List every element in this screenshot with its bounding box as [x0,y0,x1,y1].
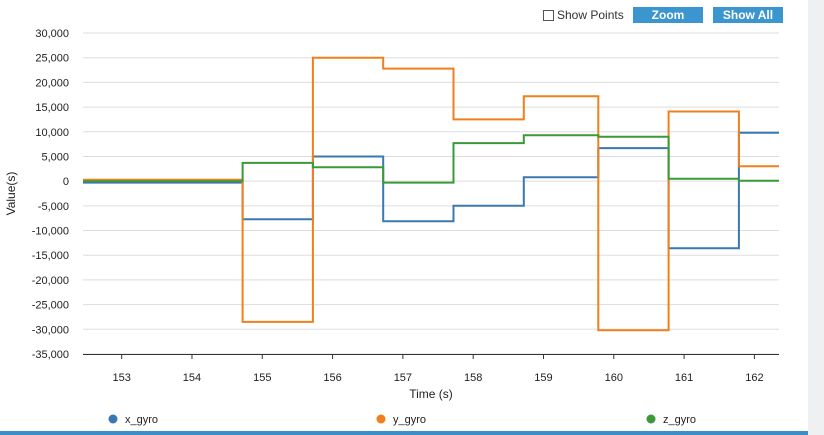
y-tick-label: -35,000 [32,349,69,361]
legend-marker [646,414,656,424]
y-tick-label: -15,000 [32,250,69,262]
x-tick-label: 153 [112,372,130,384]
show-points-label: Show Points [557,8,624,22]
y-tick-label: 15,000 [35,102,69,114]
grid-lines [83,32,779,355]
x-axis: 153 154 155 156 157 158 159 160 161 162 [112,354,764,384]
zoom-button[interactable]: Zoom [633,7,703,23]
y-tick-label: 20,000 [35,77,69,89]
x-tick-label: 156 [323,372,341,384]
y-tick-label: -10,000 [32,226,69,238]
x-tick-label: 154 [183,372,201,384]
y-tick-label: 30,000 [35,28,69,40]
y-tick-label: 0 [63,176,69,188]
x-tick-label: 158 [464,372,482,384]
x-tick-label: 155 [253,372,271,384]
legend-item-z_gyro[interactable]: z_gyro [646,414,697,426]
y-tick-label: -5,000 [38,201,69,213]
y_gyro-series-line [83,56,779,332]
z_gyro-series-line [83,134,779,184]
y-tick-label: -20,000 [32,275,69,287]
bottom-accent-bar [0,431,808,435]
y-tick-label: 25,000 [35,53,69,65]
legend: x_gyro y_gyro z_gyro [108,414,697,426]
y-tick-label: 10,000 [35,127,69,139]
chart-toolbar: Show Points Zoom Show All [0,7,808,25]
legend-label: z_gyro [663,414,696,426]
x-tick-label: 160 [605,372,623,384]
legend-marker [108,414,118,424]
y-axis: 30,000 25,000 20,000 15,000 10,000 5,000 0 -5,0… [32,28,69,361]
x_gyro-series-line [83,131,779,250]
legend-label: y_gyro [393,414,426,426]
x-axis-title: Time (s) [409,387,453,401]
x-tick-label: 161 [675,372,693,384]
y-tick-label: -30,000 [32,324,69,336]
x-tick-label: 157 [394,372,412,384]
x-tick-label: 159 [534,372,552,384]
show-points-checkbox[interactable] [543,9,554,21]
y-tick-label: -25,000 [32,300,69,312]
show-points-toggle[interactable]: Show Points [543,8,624,22]
y-tick-label: 5,000 [41,151,69,163]
show-all-button[interactable]: Show All [713,7,783,23]
window-edge [808,0,824,435]
series-layer [83,56,779,332]
legend-item-x_gyro[interactable]: x_gyro [108,414,159,426]
legend-item-y_gyro[interactable]: y_gyro [376,414,427,426]
legend-marker [376,414,386,424]
x-tick-label: 162 [745,372,763,384]
y-axis-title: Value(s) [4,172,18,216]
gyro-line-chart: 30,000 25,000 20,000 15,000 10,000 5,000 0 -5,0… [4,28,779,426]
legend-label: x_gyro [125,414,158,426]
